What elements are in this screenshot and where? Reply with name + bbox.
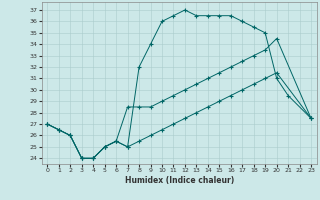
X-axis label: Humidex (Indice chaleur): Humidex (Indice chaleur) xyxy=(124,176,234,185)
